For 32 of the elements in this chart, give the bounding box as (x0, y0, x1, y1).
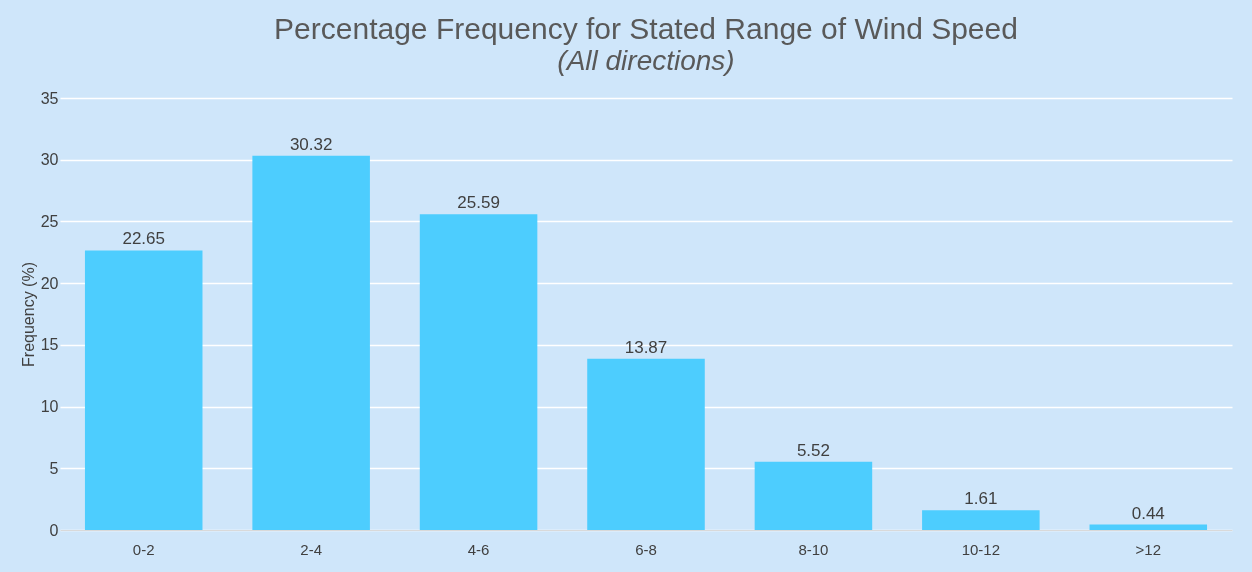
x-tick-label: 6-8 (635, 540, 657, 558)
y-axis-title: Frequency (%) (19, 262, 37, 367)
x-tick-label: 0-2 (132, 540, 155, 558)
bar (1089, 524, 1208, 530)
bar (922, 510, 1040, 530)
data-label: 30.32 (289, 134, 333, 154)
bar (587, 358, 705, 530)
y-tick-label: 30 (40, 151, 59, 169)
data-label: 22.65 (122, 229, 165, 249)
x-tick-label: >12 (1135, 540, 1162, 558)
y-tick-label: 0 (49, 521, 59, 539)
bar (419, 214, 538, 530)
y-tick-label: 25 (40, 212, 59, 230)
y-tick-label: 5 (49, 459, 59, 477)
data-label: 0.44 (1131, 503, 1165, 523)
data-label: 13.87 (624, 337, 668, 357)
bar (84, 250, 203, 530)
x-tick-label: 10-12 (961, 540, 1001, 558)
x-tick-label: 2-4 (300, 540, 322, 558)
data-label: 5.52 (796, 440, 830, 460)
y-tick-label: 35 (40, 89, 59, 107)
y-tick-label: 10 (40, 398, 59, 416)
data-label: 25.59 (457, 193, 500, 213)
data-label: 1.61 (964, 489, 998, 509)
y-tick-label: 20 (40, 274, 59, 292)
x-tick-label: 4-6 (467, 540, 490, 558)
chart-title: Percentage Frequency for Stated Range of Wind Speed (274, 12, 1018, 45)
x-tick-label: 8-10 (798, 540, 829, 558)
bar (252, 155, 370, 530)
y-tick-label: 15 (40, 336, 59, 354)
chart-subtitle: (All directions) (557, 45, 735, 76)
bar (754, 461, 873, 530)
